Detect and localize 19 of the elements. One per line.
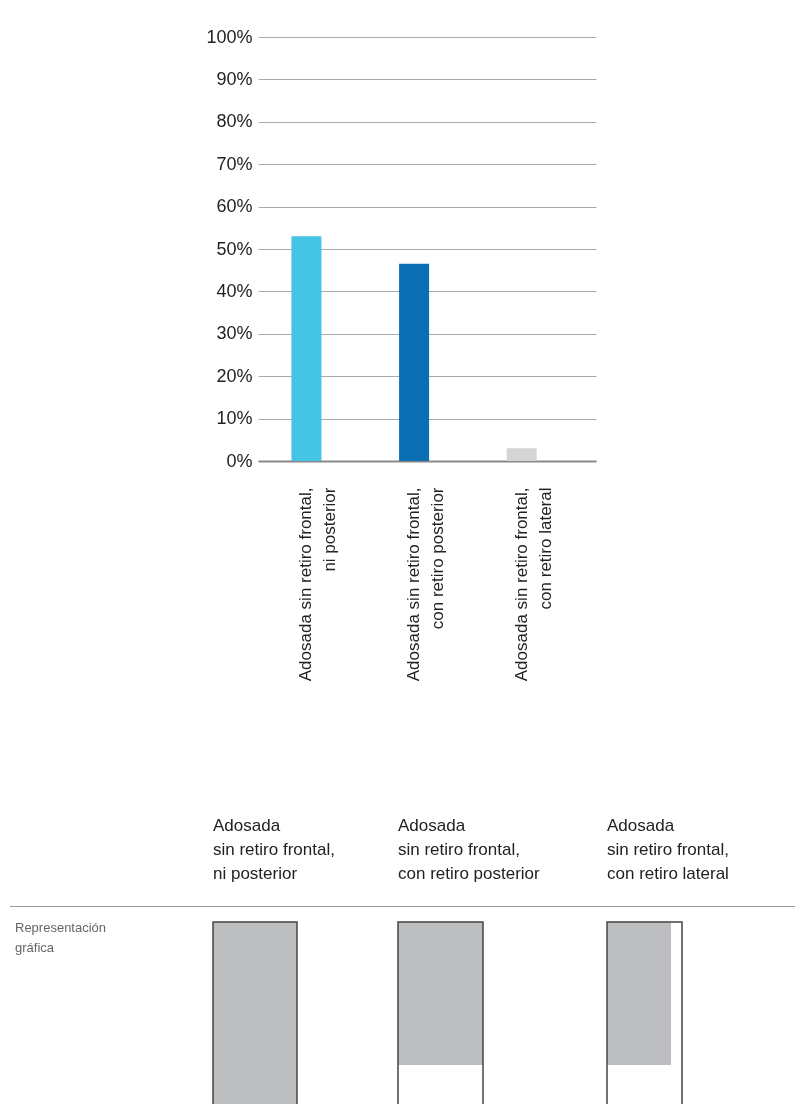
y-tick-label: 70% xyxy=(216,153,253,174)
y-tick-label: 30% xyxy=(216,323,253,344)
bar xyxy=(291,236,322,461)
text: Adosada sin retiro frontal, ni posterior xyxy=(213,815,335,885)
y-tick-label: 100% xyxy=(206,26,253,47)
bar xyxy=(399,263,430,461)
y-tick-label: 80% xyxy=(216,111,253,132)
bar xyxy=(506,448,537,461)
y-tick-label: 40% xyxy=(216,280,253,301)
y-tick-label: 90% xyxy=(216,68,253,89)
x-tick-label: Adosada sin retiro frontal, ni posterior xyxy=(296,487,340,682)
text: Adosada sin retiro frontal, con retiro posterior xyxy=(398,815,540,885)
y-tick-label: 50% xyxy=(216,238,253,259)
y-tick-label: 20% xyxy=(216,365,253,386)
y-tick-label: 60% xyxy=(216,196,253,217)
y-tick-label: 10% xyxy=(216,408,253,429)
text: Adosada sin retiro frontal, con retiro lateral xyxy=(607,815,729,885)
y-tick-label: 0% xyxy=(226,450,253,471)
text: Representación gráfica xyxy=(15,919,108,957)
